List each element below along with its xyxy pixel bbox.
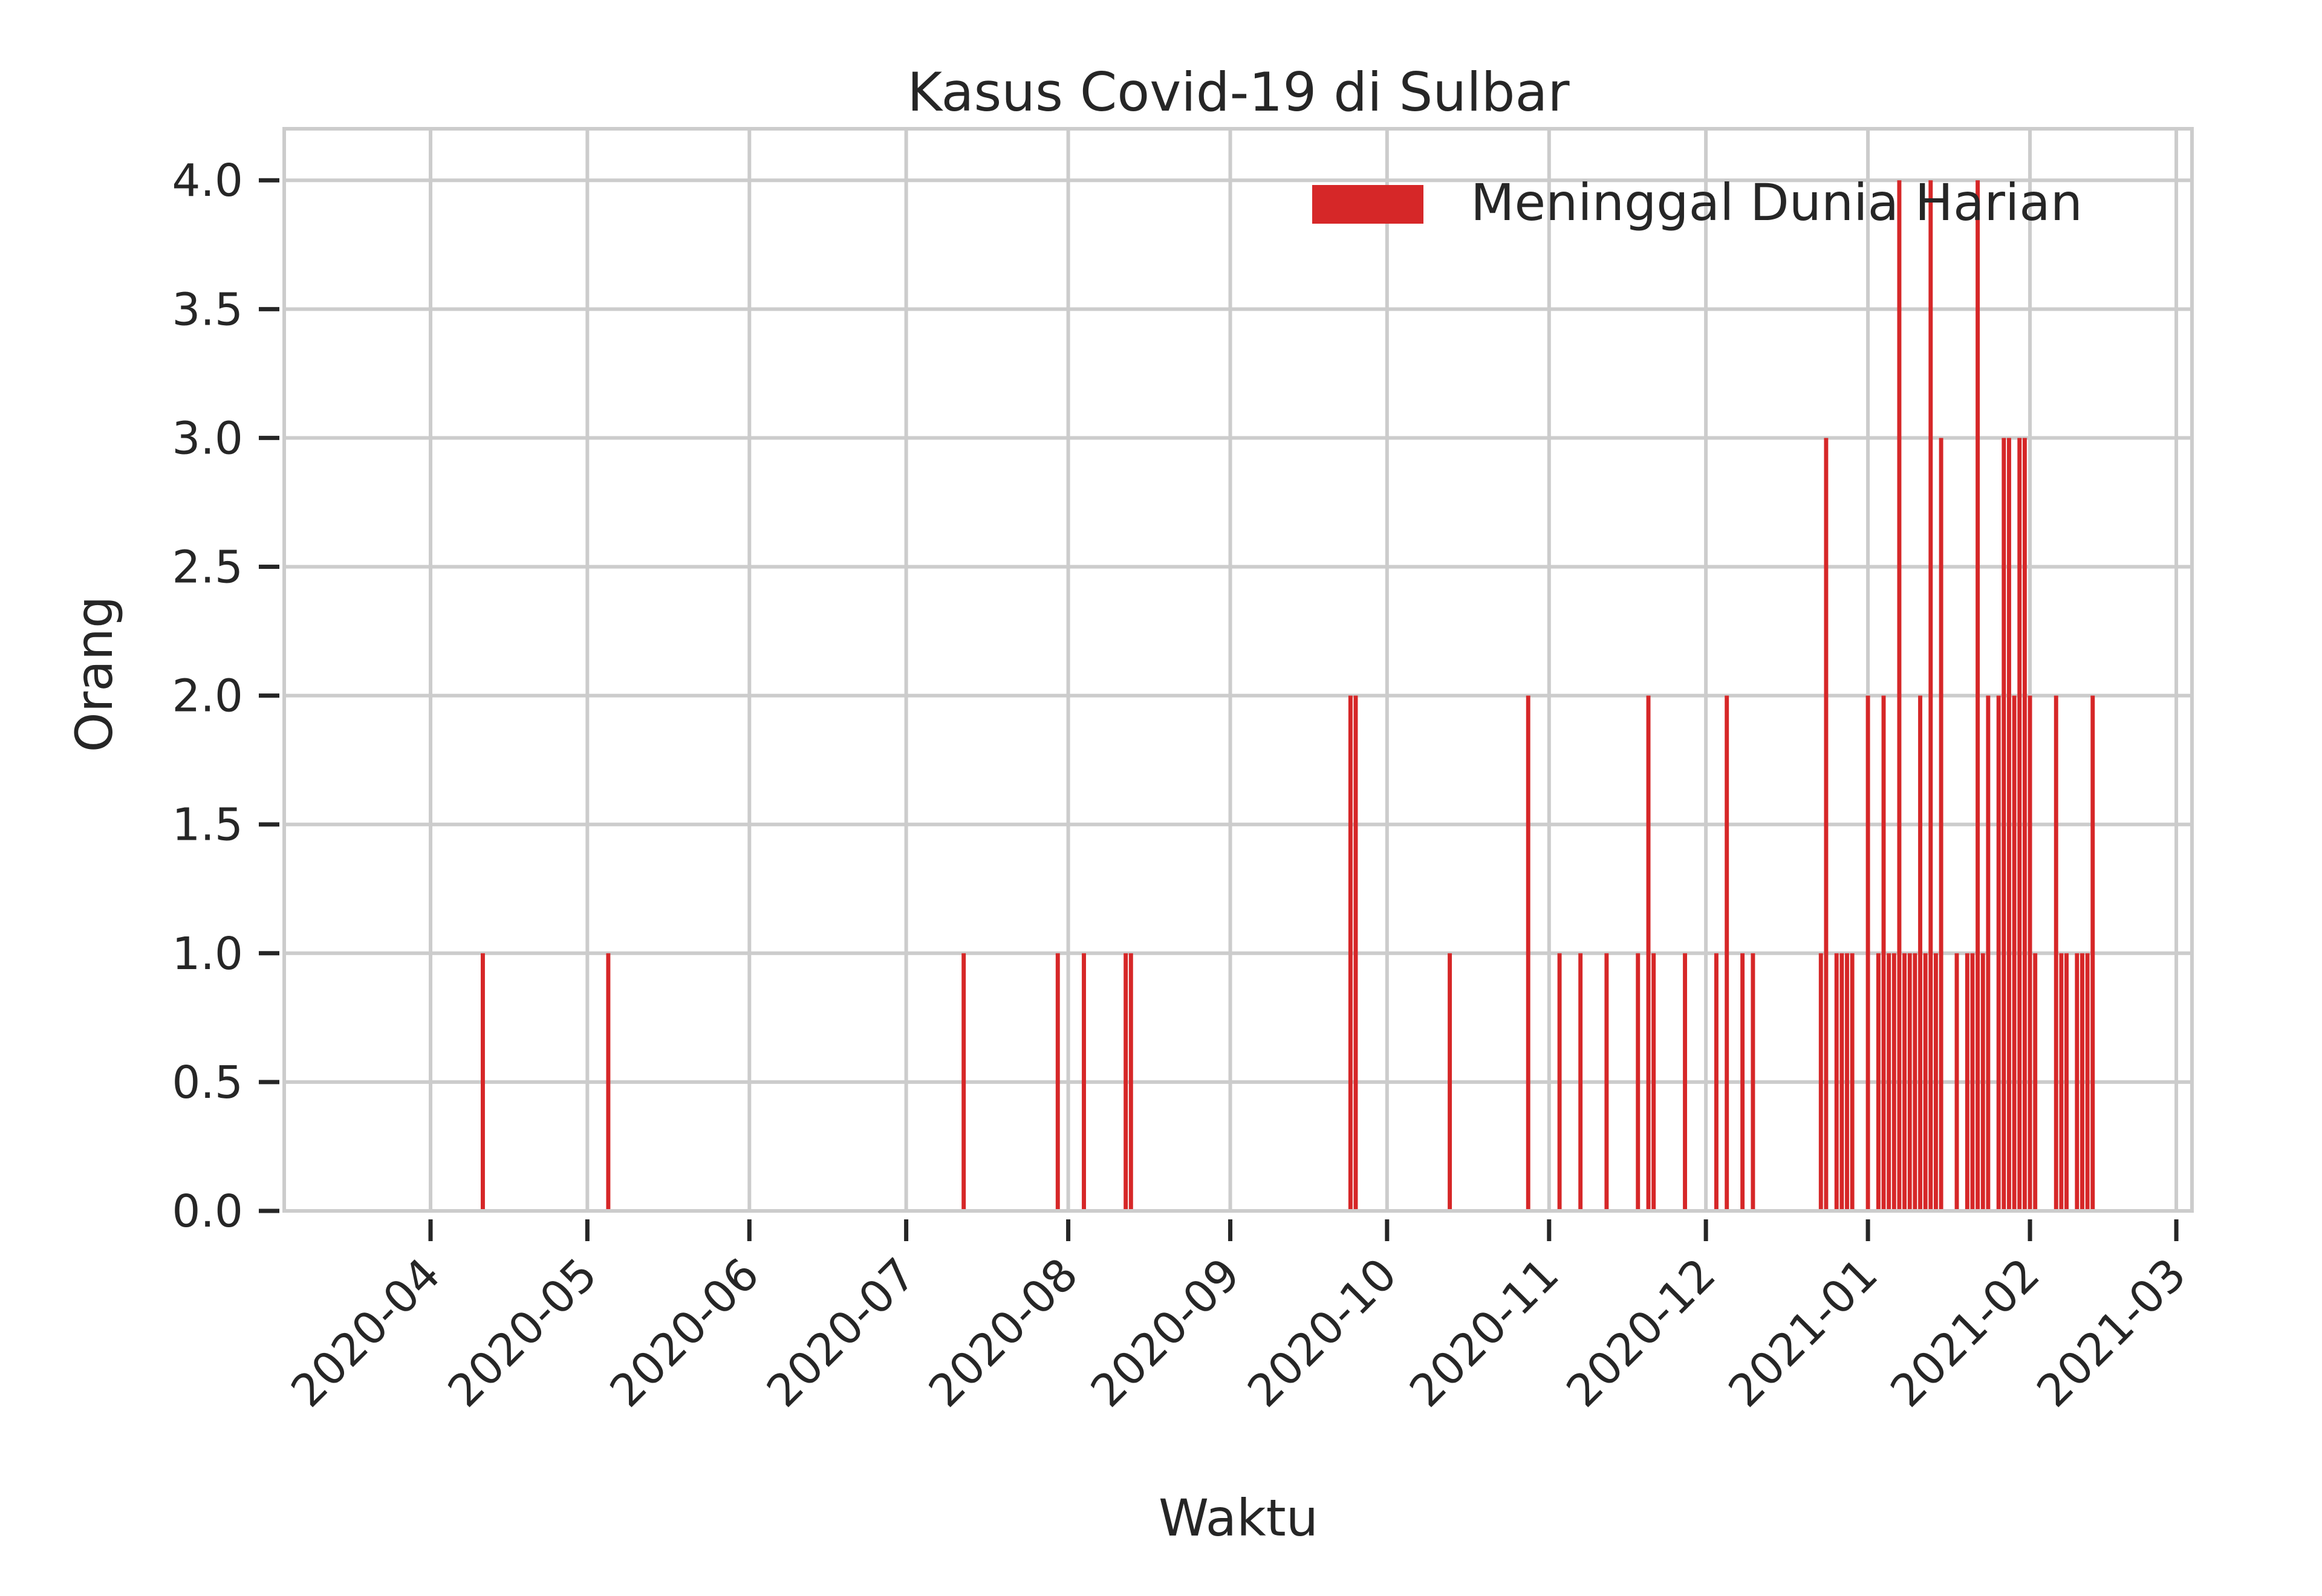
bar [1891, 953, 1896, 1211]
bar [1055, 953, 1060, 1211]
bar [1751, 953, 1755, 1211]
bar [1353, 695, 1358, 1211]
y-tick-label: 3.0 [172, 412, 243, 464]
bar [2017, 438, 2022, 1211]
y-tick-label: 1.5 [172, 799, 243, 851]
bar [1902, 953, 1907, 1211]
bar [1933, 953, 1938, 1211]
bar [1996, 695, 2001, 1211]
bar [1714, 953, 1719, 1211]
bar [1526, 695, 1530, 1211]
bar [2012, 695, 2017, 1211]
bar [1557, 953, 1562, 1211]
bar [2080, 953, 2084, 1211]
bar [2085, 953, 2090, 1211]
x-tick-label: 2021-02 [1881, 1248, 2049, 1417]
x-tick-label: 2020-04 [281, 1248, 450, 1417]
bar [1725, 695, 1729, 1211]
bar [1918, 695, 1922, 1211]
bar [1824, 438, 1829, 1211]
y-tick-label: 0.0 [172, 1186, 243, 1238]
bar [1604, 953, 1609, 1211]
bar [1954, 953, 1959, 1211]
bar [2033, 953, 2038, 1211]
x-axis-label: Waktu [1159, 1488, 1318, 1548]
bar [1980, 953, 1985, 1211]
bar [2064, 953, 2069, 1211]
bar [1850, 953, 1855, 1211]
bar [2007, 438, 2011, 1211]
x-tick-label: 2020-12 [1556, 1248, 1725, 1417]
bar [1923, 953, 1928, 1211]
bar [481, 953, 485, 1211]
y-tick-label: 1.0 [172, 928, 243, 980]
chart-title: Kasus Covid-19 di Sulbar [907, 61, 1570, 123]
bar [2028, 695, 2032, 1211]
x-tick-label: 2021-03 [2027, 1248, 2196, 1417]
bar [2090, 695, 2095, 1211]
y-tick-label: 2.5 [172, 542, 243, 594]
x-tick-label: 2021-01 [1719, 1248, 1887, 1417]
bar [1818, 953, 1823, 1211]
bar [1986, 695, 1991, 1211]
x-tick-label: 2020-05 [438, 1248, 607, 1417]
bar [961, 953, 966, 1211]
bar [606, 953, 611, 1211]
y-axis-label: Orang [65, 596, 124, 753]
bar [1124, 953, 1128, 1211]
bar [1913, 953, 1917, 1211]
bar [1881, 695, 1886, 1211]
grid-lines [284, 129, 2192, 1213]
x-tick-label: 2020-07 [757, 1248, 926, 1417]
x-tick-label: 2020-09 [1081, 1248, 1250, 1417]
legend: Meninggal Dunia Harian [1312, 173, 2083, 232]
bar [1636, 953, 1641, 1211]
y-tick-label: 0.5 [172, 1057, 243, 1109]
bar [1651, 953, 1656, 1211]
legend-swatch [1312, 185, 1423, 224]
bar [1082, 953, 1086, 1211]
axis-ticks: 0.00.51.01.52.02.53.03.54.02020-042020-0… [172, 155, 2196, 1417]
legend-label: Meninggal Dunia Harian [1471, 173, 2083, 232]
bar [1578, 953, 1583, 1211]
bar [1907, 953, 1912, 1211]
x-tick-label: 2020-06 [600, 1248, 769, 1417]
bar [1939, 438, 1943, 1211]
bar [1740, 953, 1745, 1211]
bar [1965, 953, 1969, 1211]
plot-frame [282, 127, 2194, 1213]
bar [1976, 180, 1980, 1212]
bar [1897, 180, 1902, 1212]
bar [1928, 180, 1933, 1212]
bar [1646, 695, 1651, 1211]
bar [2075, 953, 2080, 1211]
y-tick-label: 4.0 [172, 155, 243, 207]
bar [1448, 953, 1452, 1211]
x-tick-label: 2020-11 [1400, 1248, 1569, 1417]
bar [1128, 953, 1133, 1211]
bar [1348, 695, 1353, 1211]
y-tick-label: 2.0 [172, 670, 243, 722]
bar [1887, 953, 1891, 1211]
bar [2059, 953, 2064, 1211]
bar [2002, 438, 2006, 1211]
bar [1876, 953, 1881, 1211]
x-tick-label: 2020-10 [1238, 1248, 1407, 1417]
bar [1839, 953, 1844, 1211]
bar [1970, 953, 1975, 1211]
y-tick-label: 3.5 [172, 284, 243, 336]
bar [2022, 438, 2027, 1211]
bar [1845, 953, 1849, 1211]
bar-series [481, 180, 2095, 1212]
bar [1865, 695, 1870, 1211]
x-tick-label: 2020-08 [919, 1248, 1088, 1417]
bar [1834, 953, 1839, 1211]
bar [2054, 695, 2058, 1211]
bar [1683, 953, 1688, 1211]
